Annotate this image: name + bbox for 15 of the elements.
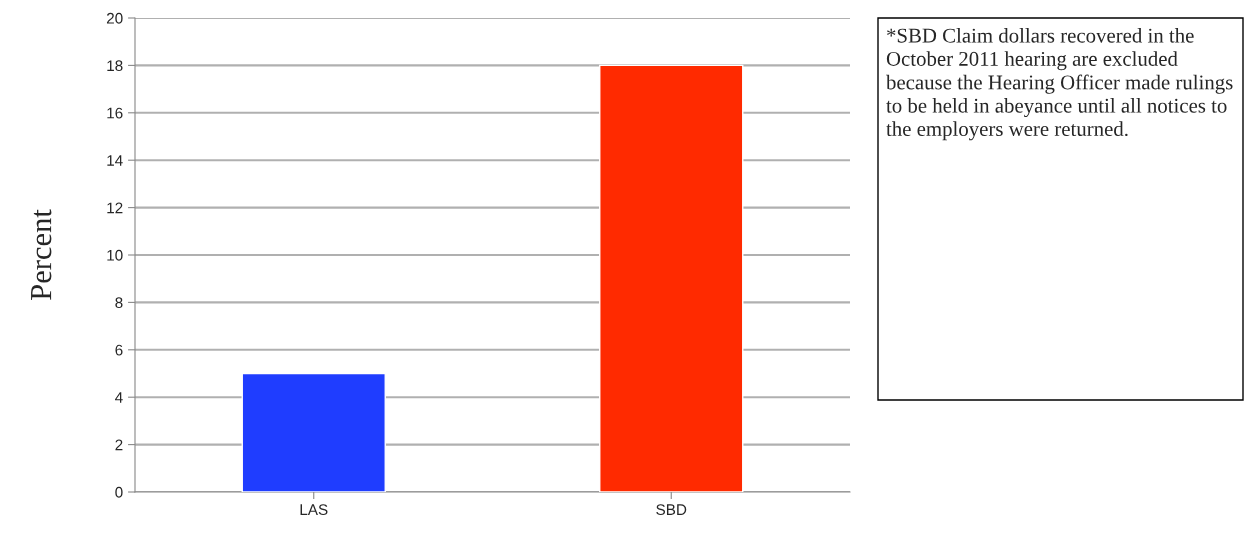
x-tick-label: SBD xyxy=(656,504,687,516)
x-tick-label: LAS xyxy=(300,504,328,516)
y-tick-label: 8 xyxy=(115,297,123,309)
y-tick-label: 4 xyxy=(115,392,123,403)
y-axis-title: Percent xyxy=(31,209,52,300)
y-tick-label: 0 xyxy=(115,486,123,498)
y-tick-label: 2 xyxy=(115,439,123,451)
y-tick-label: 18 xyxy=(107,60,123,72)
y-tick-label: 10 xyxy=(107,249,123,261)
y-tick-label: 14 xyxy=(107,155,123,166)
y-tick-label: 20 xyxy=(106,12,123,24)
y-tick-label: 16 xyxy=(107,107,123,119)
y-tick-label: 12 xyxy=(107,202,123,214)
y-tick-label: 6 xyxy=(115,344,123,356)
text: *SBD Claim dollars recovered in the October 2011 hearing are excluded because the Hearing Officer made rulings to be held in abeyance until all notices to the employers were returned. xyxy=(886,28,1233,141)
